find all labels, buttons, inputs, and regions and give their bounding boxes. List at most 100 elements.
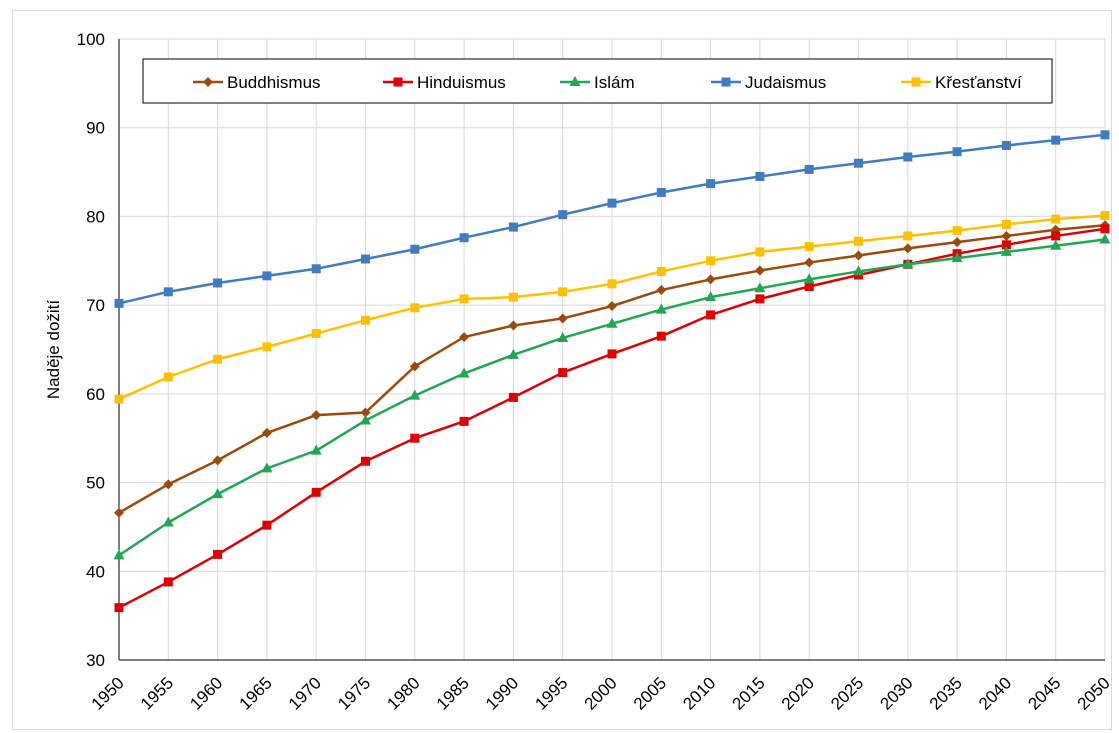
legend-marker-judaismus (721, 77, 731, 87)
data-point-krestanstvi (1051, 214, 1061, 224)
data-point-krestanstvi (952, 226, 962, 236)
data-point-islam (606, 317, 618, 328)
x-tick-label: 1970 (285, 673, 325, 713)
line-chart: 30 40 50 60 70 80 90 100 1950 1955 1960 1965 1970 197… (44, 30, 1113, 714)
data-point-buddhismus (1001, 230, 1012, 241)
data-point-islam (1000, 245, 1012, 256)
data-point-krestanstvi (706, 256, 716, 266)
data-point-hinduismus (558, 368, 568, 378)
x-tick-label: 1995 (531, 673, 571, 713)
legend-label-judaismus: Judaismus (745, 73, 826, 92)
data-point-judaismus (459, 233, 469, 243)
data-point-judaismus (1100, 130, 1110, 140)
data-point-krestanstvi (656, 266, 666, 276)
data-point-judaismus (952, 147, 962, 157)
data-point-buddhismus (459, 332, 470, 343)
data-point-judaismus (1051, 135, 1061, 145)
data-point-judaismus (607, 198, 617, 208)
data-point-judaismus (508, 222, 518, 232)
x-tick-label: 1955 (137, 673, 177, 713)
y-tick-label: 50 (86, 474, 105, 493)
data-point-krestanstvi (903, 231, 913, 241)
data-point-buddhismus (902, 243, 913, 254)
data-point-judaismus (755, 172, 765, 182)
data-point-krestanstvi (1001, 219, 1011, 229)
legend-label-islam: Islám (594, 73, 635, 92)
data-point-islam (113, 549, 125, 560)
data-point-hinduismus (706, 310, 716, 320)
data-point-islam (1099, 233, 1111, 244)
data-point-krestanstvi (361, 315, 370, 325)
data-point-hinduismus (311, 487, 321, 497)
legend-label-krestanstvi: Křesťanství (935, 73, 1022, 92)
chart-frame: 30 40 50 60 70 80 90 100 1950 1955 1960 1965 1970 197… (12, 10, 1113, 730)
data-point-hinduismus (1100, 224, 1110, 234)
data-point-judaismus (804, 164, 814, 174)
data-point-islam (507, 348, 519, 359)
y-tick-label: 80 (86, 207, 105, 226)
x-tick-label: 2045 (1024, 673, 1064, 713)
y-tick-label: 90 (86, 119, 105, 138)
data-point-hinduismus (508, 392, 518, 402)
data-point-hinduismus (361, 456, 370, 466)
data-point-buddhismus (952, 237, 963, 248)
legend-marker-islam (569, 76, 581, 86)
x-tick-label: 2030 (876, 673, 916, 713)
data-point-islam (557, 331, 569, 342)
data-point-buddhismus (804, 257, 815, 268)
data-point-krestanstvi (755, 247, 765, 257)
data-point-hinduismus (607, 349, 617, 359)
data-point-islam (853, 265, 864, 276)
data-point-islam (162, 516, 174, 527)
data-point-islam (705, 291, 717, 302)
y-tick-label: 70 (86, 296, 105, 315)
data-point-buddhismus (754, 265, 765, 276)
data-point-hinduismus (163, 577, 173, 587)
x-tick-label: 2050 (1074, 673, 1113, 713)
data-point-islam (261, 462, 273, 473)
data-point-buddhismus (705, 274, 716, 285)
y-axis-title: Naděje dožití (44, 300, 63, 400)
x-tick-label: 2010 (679, 673, 719, 713)
data-point-judaismus (311, 264, 321, 274)
data-point-buddhismus (656, 285, 667, 296)
data-point-krestanstvi (163, 372, 173, 382)
x-tick-label: 1950 (88, 673, 128, 713)
data-point-krestanstvi (311, 329, 321, 339)
data-point-buddhismus (163, 479, 174, 490)
data-point-judaismus (656, 187, 666, 197)
data-point-islam (803, 273, 815, 284)
x-tick-label: 2000 (581, 673, 621, 713)
data-point-judaismus (213, 278, 223, 288)
data-point-hinduismus (459, 416, 469, 426)
y-tick-label: 60 (86, 385, 105, 404)
data-point-buddhismus (212, 455, 223, 466)
y-tick-label: 100 (77, 30, 105, 49)
x-tick-label: 1965 (236, 673, 276, 713)
legend-label-buddhismus: Buddhismus (227, 73, 321, 92)
data-point-krestanstvi (114, 394, 124, 404)
x-tick-label: 2020 (778, 673, 818, 713)
data-point-islam (951, 252, 963, 263)
data-point-hinduismus (114, 603, 124, 613)
data-point-hinduismus (804, 282, 814, 292)
data-point-islam (360, 414, 371, 425)
x-tick-label: 2005 (630, 673, 670, 713)
legend-marker-krestanstvi (911, 77, 921, 87)
y-tick-label: 40 (86, 562, 105, 581)
data-point-hinduismus (213, 549, 223, 559)
data-point-krestanstvi (508, 292, 518, 302)
data-point-islam (655, 303, 667, 314)
data-point-judaismus (1001, 140, 1011, 150)
legend-marker-buddhismus (203, 77, 213, 87)
data-point-hinduismus (755, 294, 765, 304)
x-tick-label: 2025 (827, 673, 867, 713)
data-point-hinduismus (1051, 231, 1061, 241)
data-point-judaismus (410, 244, 420, 254)
x-tick-label: 1975 (334, 673, 374, 713)
data-point-buddhismus (409, 361, 420, 372)
data-point-islam (212, 488, 224, 499)
data-point-islam (902, 258, 914, 269)
data-point-buddhismus (360, 407, 371, 418)
data-point-krestanstvi (607, 279, 617, 289)
